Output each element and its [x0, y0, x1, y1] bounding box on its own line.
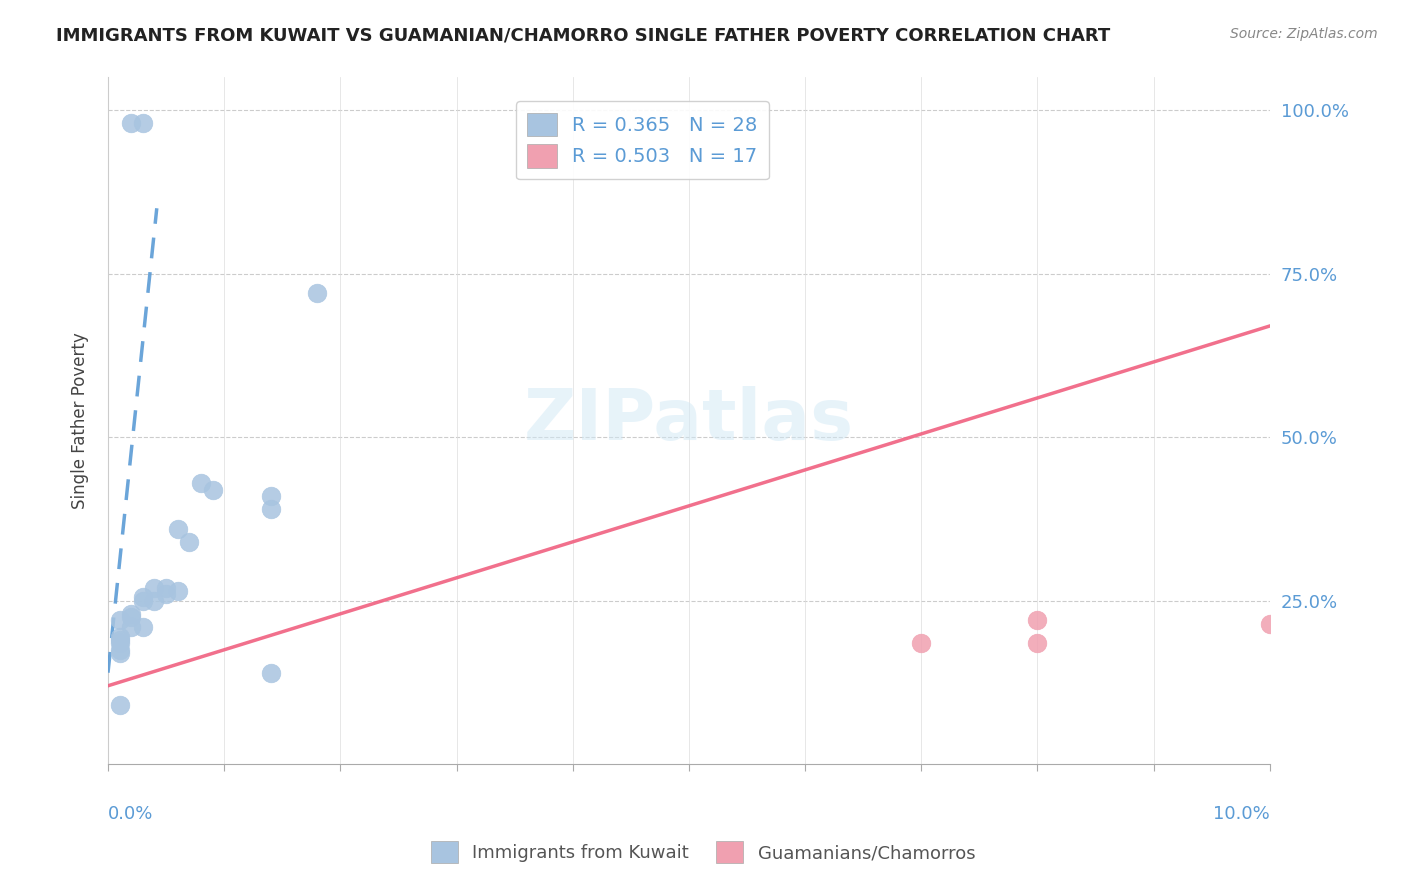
Text: Source: ZipAtlas.com: Source: ZipAtlas.com — [1230, 27, 1378, 41]
Point — [259, 489, 281, 503]
Point — [1026, 613, 1049, 627]
Point — [307, 286, 329, 301]
Point — [108, 613, 131, 627]
Point — [120, 607, 142, 621]
Text: IMMIGRANTS FROM KUWAIT VS GUAMANIAN/CHAMORRO SINGLE FATHER POVERTY CORRELATION C: IMMIGRANTS FROM KUWAIT VS GUAMANIAN/CHAM… — [56, 27, 1111, 45]
Point — [132, 591, 155, 605]
Point — [259, 665, 281, 680]
Point — [120, 116, 142, 130]
Point — [1258, 616, 1281, 631]
Point — [108, 630, 131, 644]
Point — [155, 587, 177, 601]
Point — [1026, 636, 1049, 650]
Point — [143, 581, 166, 595]
Y-axis label: Single Father Poverty: Single Father Poverty — [72, 333, 89, 509]
Point — [132, 116, 155, 130]
Point — [108, 636, 131, 650]
Text: 10.0%: 10.0% — [1213, 805, 1270, 823]
Point — [166, 583, 188, 598]
Point — [166, 522, 188, 536]
Point — [108, 642, 131, 657]
Point — [108, 646, 131, 660]
Point — [108, 698, 131, 713]
Point — [143, 593, 166, 607]
Point — [155, 581, 177, 595]
Point — [190, 475, 212, 490]
Legend: R = 0.365   N = 28, R = 0.503   N = 17: R = 0.365 N = 28, R = 0.503 N = 17 — [516, 101, 769, 179]
Text: 0.0%: 0.0% — [108, 805, 153, 823]
Point — [132, 593, 155, 607]
Point — [120, 620, 142, 634]
Point — [108, 632, 131, 647]
Point — [179, 534, 201, 549]
Text: ZIPatlas: ZIPatlas — [524, 386, 853, 455]
Legend: Immigrants from Kuwait, Guamanians/Chamorros: Immigrants from Kuwait, Guamanians/Chamo… — [420, 830, 986, 874]
Point — [259, 502, 281, 516]
Point — [120, 610, 142, 624]
Point — [201, 483, 224, 497]
Point — [132, 620, 155, 634]
Point — [910, 636, 932, 650]
